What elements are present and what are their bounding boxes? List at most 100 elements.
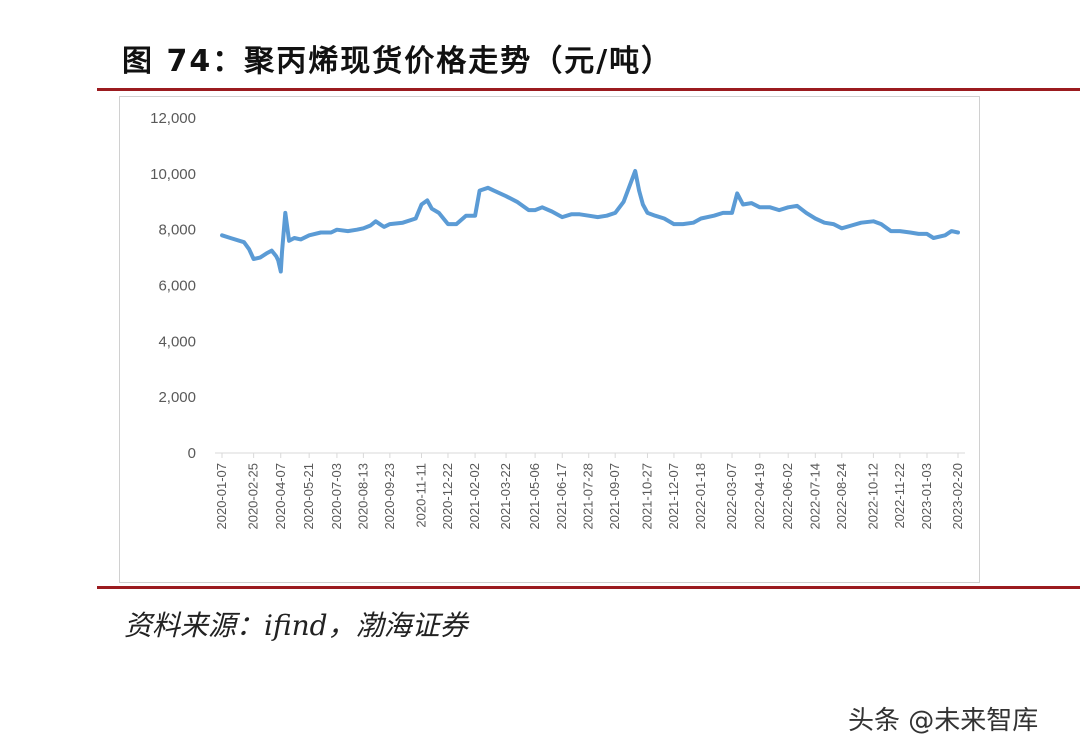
data-point	[447, 223, 450, 226]
data-point	[840, 227, 843, 230]
data-point	[265, 252, 268, 255]
data-point	[932, 237, 935, 240]
data-point	[692, 221, 695, 224]
data-point	[355, 228, 358, 231]
data-point	[796, 204, 799, 207]
data-point	[926, 232, 929, 235]
x-tick-label: 2022-07-14	[807, 463, 822, 530]
data-point	[275, 255, 278, 258]
data-point	[505, 195, 508, 198]
x-tick-label: 2020-11-11	[413, 463, 428, 528]
source-note: 资料来源：ifind，渤海证券	[124, 609, 468, 642]
data-point	[388, 223, 391, 226]
data-point	[638, 189, 641, 192]
data-point	[465, 214, 468, 217]
data-point	[832, 223, 835, 226]
x-tick-label: 2022-11-22	[892, 463, 907, 529]
data-point	[713, 214, 716, 217]
data-point	[420, 203, 423, 206]
data-point	[663, 217, 666, 220]
data-point	[437, 211, 440, 214]
data-point	[414, 217, 417, 220]
data-point	[426, 199, 429, 202]
data-point	[570, 213, 573, 216]
data-point	[722, 211, 725, 214]
data-point	[383, 225, 386, 228]
data-point	[850, 224, 853, 227]
x-tick-label: 2021-06-17	[554, 463, 569, 530]
data-point	[898, 230, 901, 233]
x-tick-label: 2021-12-07	[666, 463, 681, 530]
x-tick-label: 2020-02-25	[246, 463, 261, 530]
y-tick-label: 0	[188, 445, 196, 462]
data-point	[243, 241, 246, 244]
x-tick-label: 2022-03-07	[724, 463, 739, 530]
data-point	[634, 170, 637, 173]
data-point	[561, 216, 564, 219]
data-point	[252, 258, 255, 261]
watermark-text: 头条 @未来智库	[848, 706, 1039, 736]
data-point	[550, 210, 553, 213]
data-point	[299, 238, 302, 241]
data-point	[578, 213, 581, 216]
y-tick-label: 4,000	[158, 333, 196, 350]
y-axis: 0 2,000 4,000 6,000 8,000 10,000 12,000	[150, 110, 196, 462]
data-point	[221, 234, 224, 237]
data-point	[805, 211, 808, 214]
data-point	[909, 231, 912, 234]
x-tick-label: 2020-12-22	[440, 463, 455, 530]
data-point	[346, 230, 349, 233]
data-point	[614, 211, 617, 214]
data-point	[362, 227, 365, 230]
y-tick-label: 6,000	[158, 278, 196, 295]
data-point	[474, 214, 477, 217]
x-tick-label: 2021-09-07	[607, 463, 622, 530]
data-point	[957, 231, 960, 234]
data-point	[401, 221, 404, 224]
data-point	[516, 200, 519, 203]
data-point	[700, 217, 703, 220]
x-tick-label: 2022-10-12	[865, 463, 880, 530]
data-point	[736, 192, 739, 195]
x-axis: 2020-01-07 2020-02-25 2020-04-07 2020-05-21…	[214, 452, 965, 530]
data-point	[229, 237, 232, 240]
y-tick-label: 12,000	[150, 110, 196, 127]
data-point	[478, 189, 481, 192]
plot-frame	[119, 96, 980, 583]
data-point	[527, 209, 530, 212]
x-tick-label: 2023-01-03	[919, 463, 934, 530]
data-point	[259, 256, 262, 259]
data-point	[587, 214, 590, 217]
data-point	[487, 186, 490, 189]
data-point	[742, 203, 745, 206]
bottom-rule	[97, 586, 1080, 589]
x-tick-label: 2021-10-27	[639, 463, 654, 530]
data-point	[279, 270, 282, 273]
x-tick-label: 2021-03-22	[498, 463, 513, 530]
data-point	[622, 200, 625, 203]
data-point	[281, 251, 284, 254]
series-line	[220, 169, 960, 274]
data-point	[534, 209, 537, 212]
data-point	[814, 217, 817, 220]
data-point	[541, 206, 544, 209]
x-tick-label: 2020-01-07	[214, 463, 229, 530]
data-point	[750, 202, 753, 205]
data-point	[369, 224, 372, 227]
data-point	[860, 221, 863, 224]
data-point	[889, 230, 892, 233]
data-point	[654, 214, 657, 217]
data-point	[944, 234, 947, 237]
data-point	[288, 239, 291, 242]
data-point	[672, 223, 675, 226]
y-tick-label: 8,000	[158, 222, 196, 239]
data-point	[330, 231, 333, 234]
x-tick-label: 2021-07-28	[581, 463, 596, 530]
data-point	[769, 206, 772, 209]
x-tick-label: 2022-01-18	[693, 463, 708, 530]
data-point	[293, 237, 296, 240]
data-point	[872, 220, 875, 223]
data-point	[319, 231, 322, 234]
data-point	[277, 259, 280, 262]
